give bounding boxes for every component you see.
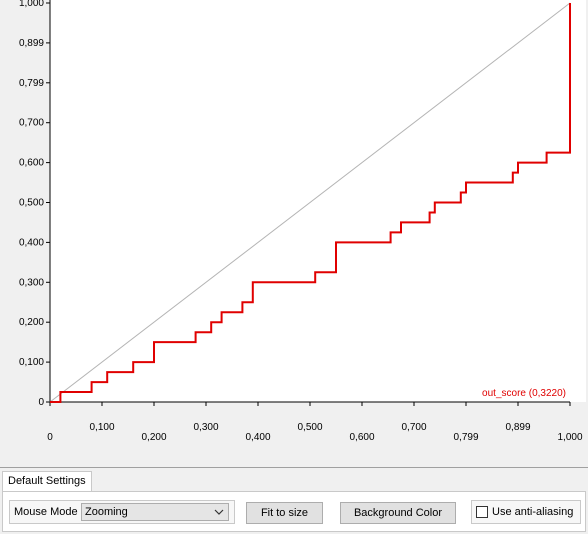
background-color-button[interactable]: Background Color (340, 502, 456, 524)
x-axis-ticks: 0 0,100 0,200 0,300 0,400 0,500 0,600 0,700 0,79… (47, 402, 583, 443)
anti-aliasing-group: Use anti-aliasing (471, 500, 581, 524)
series-layer (49, 2, 571, 403)
chevron-down-icon (214, 509, 224, 515)
mouse-mode-value: Zooming (85, 506, 128, 518)
plot-panel[interactable]: 0 0,100 0,200 0,300 0,400 0,500 0,600 0,700 0,79… (0, 0, 588, 468)
mouse-mode-label: Mouse Mode (14, 506, 78, 518)
roc-curve-line (50, 3, 571, 403)
x-tick-label: 0 (47, 432, 53, 443)
tab-default-settings[interactable]: Default Settings (2, 471, 92, 491)
x-tick-label: 0,100 (89, 422, 114, 433)
y-tick-label: 1,000 (19, 0, 44, 9)
y-tick-label: 0,899 (19, 38, 44, 49)
x-tick-label: 1,000 (557, 432, 582, 443)
x-tick-label: 0,899 (505, 422, 530, 433)
settings-panel: Mouse Mode Zooming Fit to size Backgroun… (2, 491, 586, 532)
y-tick-label: 0,600 (19, 158, 44, 169)
y-tick-label: 0,300 (19, 277, 44, 288)
plot-area-background (50, 0, 586, 402)
y-axis-ticks: 0 0,100 0,200 0,300 0,400 0,500 0,600 0,700 0,79… (19, 0, 50, 408)
x-tick-label: 0,300 (193, 422, 218, 433)
anti-aliasing-checkbox[interactable] (476, 506, 488, 518)
y-tick-label: 0 (38, 397, 44, 408)
x-tick-label: 0,400 (245, 432, 270, 443)
x-tick-label: 0,200 (141, 432, 166, 443)
y-tick-label: 0,700 (19, 118, 44, 129)
x-tick-label: 0,700 (401, 422, 426, 433)
diagonal-reference-line (49, 2, 571, 403)
anti-aliasing-label: Use anti-aliasing (492, 506, 574, 518)
settings-area: Default Settings Mouse Mode Zooming Fit … (0, 469, 588, 534)
y-tick-label: 0,799 (19, 78, 44, 89)
mouse-mode-group: Mouse Mode Zooming (9, 500, 235, 524)
y-tick-label: 0,100 (19, 357, 44, 368)
x-tick-label: 0,799 (453, 432, 478, 443)
x-tick-label: 0,600 (349, 432, 374, 443)
tab-strip: Default Settings (0, 469, 588, 491)
series-label: out_score (0,3220) (482, 388, 566, 399)
y-tick-label: 0,400 (19, 237, 44, 248)
y-tick-label: 0,500 (19, 198, 44, 209)
y-tick-label: 0,200 (19, 317, 44, 328)
roc-chart[interactable]: 0 0,100 0,200 0,300 0,400 0,500 0,600 0,700 0,79… (0, 0, 588, 468)
x-tick-label: 0,500 (297, 422, 322, 433)
mouse-mode-dropdown[interactable]: Zooming (81, 503, 229, 521)
fit-to-size-button[interactable]: Fit to size (246, 502, 323, 524)
